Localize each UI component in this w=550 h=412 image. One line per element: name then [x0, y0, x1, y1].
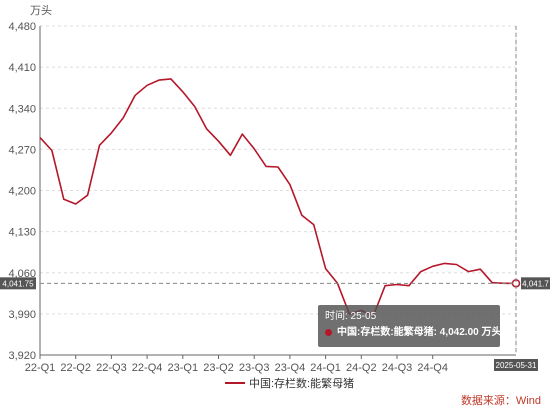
- y-tick-label: 4,060: [8, 268, 36, 280]
- x-tick-labels: 22-Q1 22-Q2 22-Q3 22-Q4 23-Q1 23-Q2 23-Q3 23-Q4…: [25, 362, 448, 374]
- y-tick-label: 4,200: [8, 186, 36, 198]
- x-tick-label: 23-Q3: [239, 362, 270, 374]
- x-tick-label: 24-Q1: [310, 362, 341, 374]
- y-tick-label: 3,990: [8, 309, 36, 321]
- x-tick-label: 22-Q1: [25, 362, 56, 374]
- x-tick-label: 22-Q2: [60, 362, 91, 374]
- tooltip-series-row: 中国:存栏数:能繁母猪: 4,042.00 万头: [325, 325, 502, 341]
- x-tick-label: 24-Q3: [382, 362, 413, 374]
- crosshair-x-label: 2025-05-31: [496, 361, 537, 370]
- series-line[interactable]: [39, 78, 516, 318]
- crosshair-right-label: 4,041.7: [522, 279, 549, 288]
- y-tick-label: 4,480: [8, 21, 36, 33]
- crosshair-y-label: 4,041.75: [2, 279, 34, 288]
- x-tick-label: 23-Q1: [168, 362, 199, 374]
- grid-lines: [40, 25, 517, 355]
- tooltip-value: 4,042.00: [439, 327, 479, 338]
- x-tick-label: 22-Q4: [132, 362, 163, 374]
- axes: [39, 26, 516, 359]
- legend[interactable]: 中国:存栏数:能繁母猪: [225, 376, 354, 390]
- y-tick-label: 4,410: [8, 62, 36, 74]
- tooltip-time: 时间: 25-05: [325, 311, 377, 322]
- crosshair-y-label-bg: [0, 277, 36, 290]
- tooltip-unit: 万头: [481, 327, 502, 338]
- crosshair: 4,041.75 4,041.7 2025-05-31: [0, 26, 550, 371]
- y-tick-labels: 3,920 3,990 4,060 4,130 4,200 4,270 4,340 4,410…: [8, 21, 36, 362]
- tooltip: 时间: 25-05 中国:存栏数:能繁母猪: 4,042.00 万头: [318, 305, 502, 347]
- crosshair-right-label-bg: [521, 277, 550, 290]
- tooltip-series-dot: [325, 328, 332, 336]
- x-tick-label: 22-Q3: [96, 362, 127, 374]
- x-tick-label: 23-Q2: [203, 362, 234, 374]
- series-lines[interactable]: [39, 78, 521, 318]
- x-tick-label: 23-Q4: [275, 362, 306, 374]
- data-source-label: 数据来源：Wind: [461, 393, 541, 407]
- x-tick-label: 24-Q4: [417, 362, 448, 374]
- y-tick-label: 4,340: [8, 103, 36, 115]
- y-tick-label: 4,130: [8, 227, 36, 239]
- legend-label: 中国:存栏数:能繁母猪: [249, 376, 354, 390]
- y-tick-label: 4,270: [8, 144, 36, 156]
- x-tick-label: 24-Q2: [346, 362, 377, 374]
- tooltip-series-label: 中国:存栏数:能繁母猪:: [337, 327, 437, 338]
- y-axis-unit-label: 万头: [30, 4, 52, 17]
- crosshair-x-label-bg: [494, 359, 538, 371]
- y-tick-label: 3,920: [8, 350, 36, 362]
